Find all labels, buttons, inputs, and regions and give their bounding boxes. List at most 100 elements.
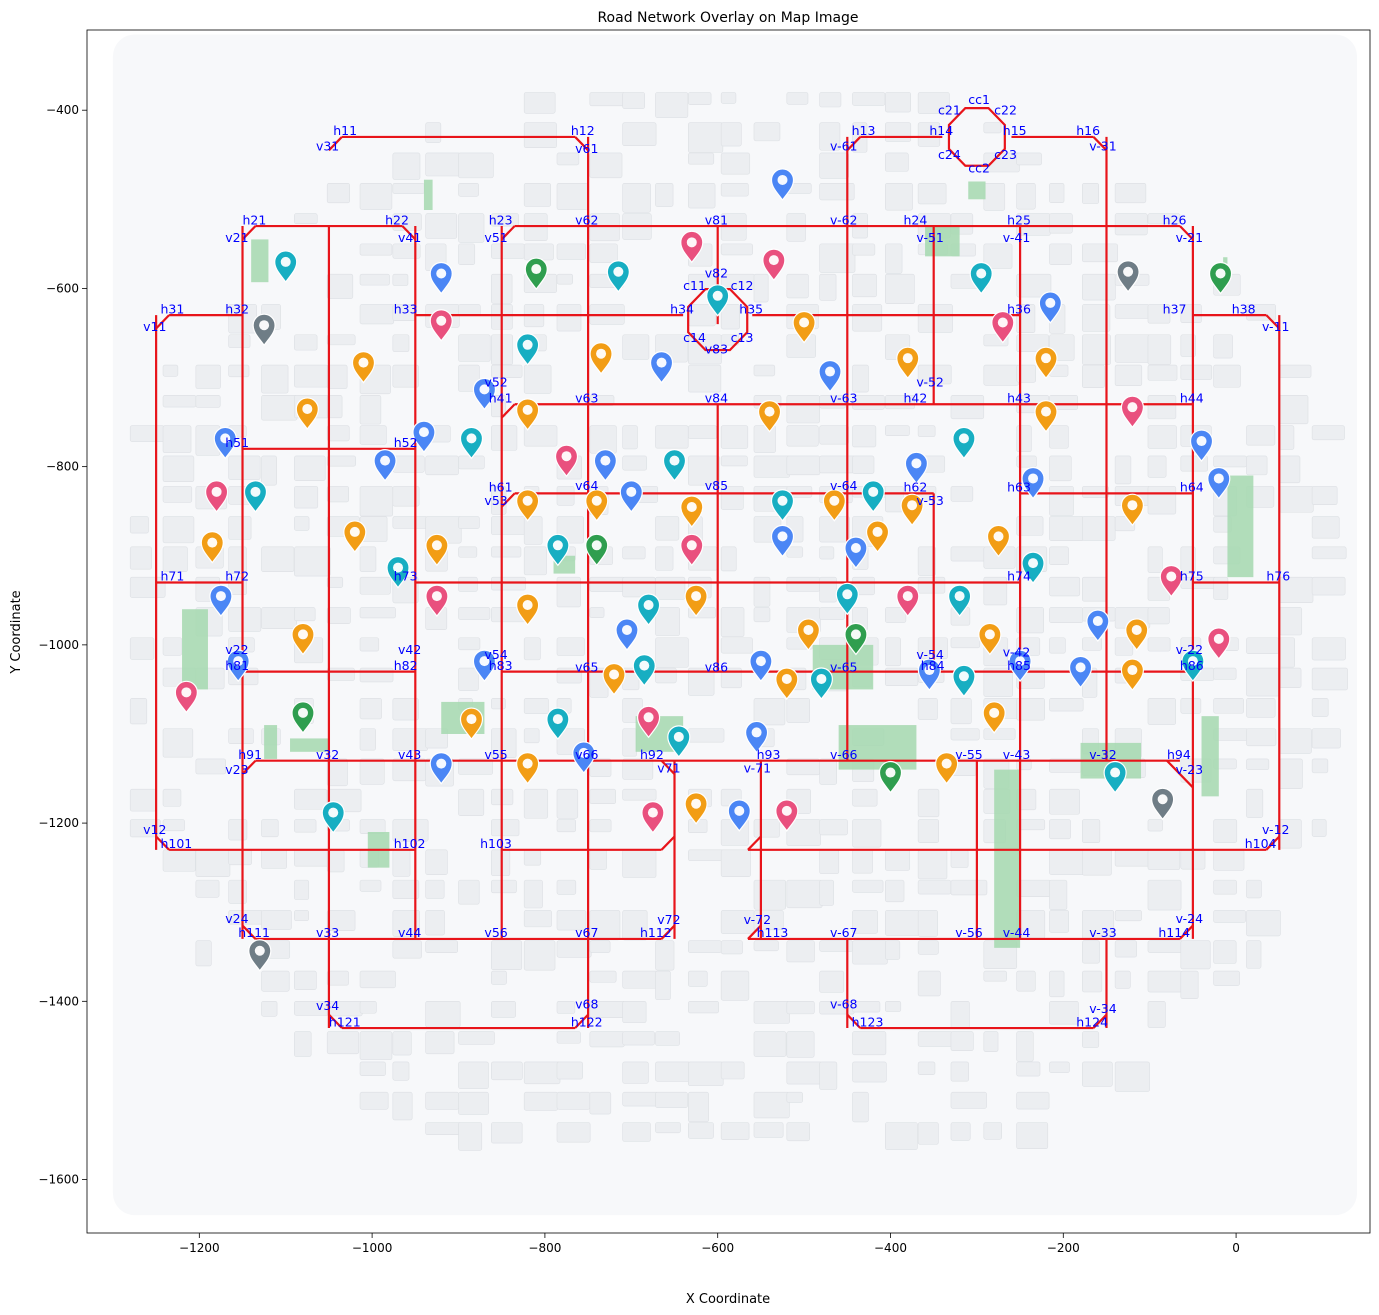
building-block	[294, 910, 309, 922]
building-block	[1311, 728, 1341, 749]
building-block	[458, 1122, 483, 1151]
fork-icon	[585, 489, 609, 522]
building-block	[556, 879, 577, 895]
node-label: v-12	[1262, 822, 1289, 837]
building-block	[917, 1031, 953, 1047]
building-block	[1180, 970, 1199, 999]
building-block	[556, 637, 585, 656]
building-block	[1049, 425, 1069, 449]
building-block	[589, 243, 618, 263]
node-label: v84	[705, 390, 728, 405]
bed-icon	[1120, 395, 1145, 429]
node-label: h35	[739, 301, 763, 316]
building-block	[950, 1122, 971, 1141]
road-segment	[500, 492, 516, 508]
building-block	[458, 334, 491, 362]
cup-icon	[1125, 618, 1149, 651]
building-block	[359, 182, 393, 210]
camera-icon	[1021, 551, 1045, 585]
building-block	[392, 182, 425, 194]
building-block	[1147, 546, 1163, 573]
building-block	[195, 849, 231, 877]
building-block	[655, 516, 680, 541]
building-block	[885, 1122, 918, 1150]
node-label: h42	[903, 390, 927, 405]
cart-icon	[472, 649, 497, 683]
building-block	[1114, 637, 1134, 656]
x-tick-label: −400	[874, 1241, 907, 1255]
building-block	[1016, 334, 1050, 352]
node-label: v-53	[916, 493, 943, 508]
cup-icon	[516, 398, 540, 431]
building-block	[1147, 304, 1171, 324]
basket-icon	[1189, 429, 1214, 463]
poi-markers	[174, 168, 1233, 972]
node-label: h102	[394, 836, 426, 851]
building-block	[162, 849, 196, 872]
building-block	[392, 940, 422, 959]
node-label: cc1	[968, 92, 990, 107]
building-block	[917, 1061, 936, 1075]
camera-icon	[516, 333, 540, 366]
building-block	[425, 1122, 462, 1136]
building-block	[983, 1122, 1002, 1140]
node-label: v-24	[1176, 911, 1204, 926]
building-block	[688, 273, 716, 290]
building-block	[852, 1001, 881, 1013]
node-label: h31	[160, 301, 184, 316]
camera-icon	[835, 582, 859, 616]
road-segment	[660, 835, 676, 851]
building-block	[294, 455, 326, 481]
building-block	[1049, 485, 1074, 516]
building-block	[523, 849, 542, 866]
building-block	[359, 273, 390, 286]
building-block	[753, 273, 769, 303]
building-block	[917, 910, 938, 937]
node-label: h41	[489, 390, 513, 405]
cart-icon	[727, 799, 751, 832]
building-block	[786, 1061, 823, 1085]
building-block	[1016, 304, 1036, 334]
node-label: v-55	[955, 747, 982, 762]
building-block	[622, 182, 651, 213]
basket-icon	[744, 720, 769, 754]
runner-icon	[1103, 761, 1127, 794]
building-block	[392, 758, 427, 782]
building-block	[983, 576, 1008, 606]
building-block	[950, 1031, 974, 1052]
building-block	[359, 485, 394, 517]
building-block	[556, 1122, 591, 1143]
building-block	[688, 182, 716, 209]
camera-icon	[662, 449, 687, 482]
fork-icon	[896, 346, 920, 380]
building-block	[162, 395, 197, 408]
building-block	[1081, 970, 1103, 993]
building-block	[1114, 304, 1150, 319]
building-block	[688, 940, 722, 953]
building-block	[162, 819, 185, 832]
building-block	[294, 516, 310, 531]
camera-icon	[706, 284, 730, 317]
building-block	[228, 364, 250, 378]
building-block	[326, 607, 351, 624]
building-block	[786, 213, 806, 242]
building-block	[1016, 1122, 1049, 1150]
building-block	[1049, 1061, 1070, 1073]
building-block	[885, 485, 904, 513]
building-block	[819, 243, 856, 273]
cart-icon	[615, 618, 639, 651]
building-block	[228, 455, 261, 480]
building-block	[392, 455, 425, 473]
building-block	[589, 92, 626, 107]
building-block	[425, 122, 442, 143]
map-background	[112, 34, 1358, 1216]
building-block	[1049, 516, 1085, 541]
building-block	[491, 1122, 523, 1144]
building-block	[1147, 485, 1177, 515]
building-block	[359, 819, 386, 835]
building-block	[622, 92, 645, 109]
road-segment	[846, 136, 862, 152]
node-label: h15	[1003, 123, 1027, 138]
building-block	[129, 788, 157, 812]
